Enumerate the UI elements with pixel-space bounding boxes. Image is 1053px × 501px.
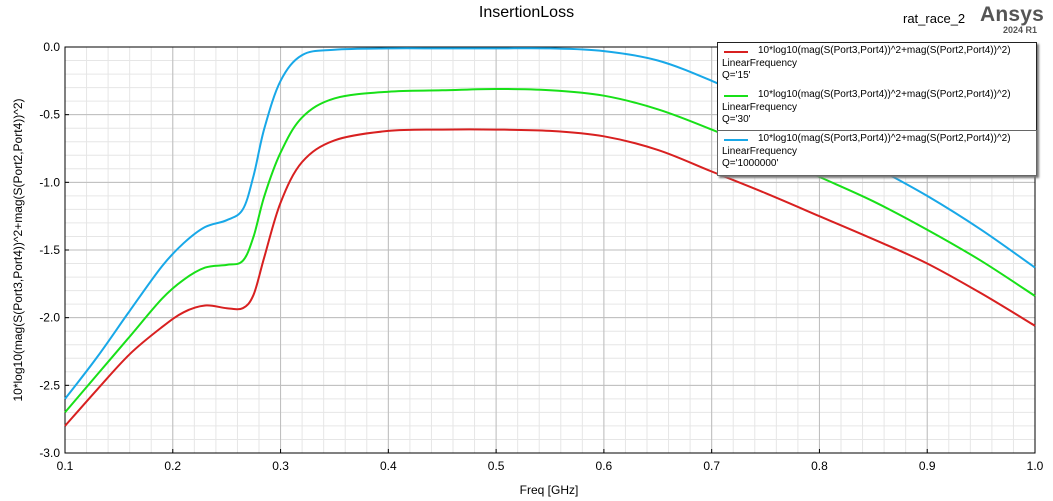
x-tick-label: 0.1: [57, 459, 74, 473]
x-axis-label: Freq [GHz]: [520, 483, 579, 497]
project-name: rat_race_2: [903, 11, 966, 26]
y-tick-label: -1.5: [39, 243, 60, 257]
legend-sweep: LinearFrequency: [722, 58, 798, 69]
legend-entry-q30[interactable]: 10*log10(mag(S(Port3,Port4))^2+mag(S(Por…: [718, 87, 1036, 131]
x-tick-label: 0.2: [164, 459, 181, 473]
legend-swatch: [724, 95, 748, 97]
legend-expression: 10*log10(mag(S(Port3,Port4))^2+mag(S(Por…: [758, 89, 1011, 100]
legend-variation: Q='30': [722, 114, 751, 125]
x-tick-label: 1.0: [1027, 459, 1044, 473]
tick-labels: 0.1 0.2 0.3 0.4 0.5 0.6 0.7 0.8 0.9 1.0 0.0 -0.5 -1.…: [39, 40, 1043, 473]
y-tick-label: -1.0: [39, 175, 60, 189]
y-tick-label: -2.5: [39, 378, 60, 392]
y-axis-label: 10*log10(mag(S(Port3,Port4))^2+mag(S(Por…: [11, 98, 25, 401]
legend-expression: 10*log10(mag(S(Port3,Port4))^2+mag(S(Por…: [758, 45, 1011, 56]
legend-variation: Q='1000000': [722, 158, 779, 169]
ansys-logo: Ansys: [980, 3, 1045, 26]
legend-entry-q1000000[interactable]: 10*log10(mag(S(Port3,Port4))^2+mag(S(Por…: [717, 130, 1037, 176]
chart-title: InsertionLoss: [478, 4, 575, 21]
legend-expression: 10*log10(mag(S(Port3,Port4))^2+mag(S(Por…: [758, 133, 1011, 144]
y-tick-label: 0.0: [43, 40, 60, 54]
version-label: 2024 R1: [1003, 25, 1038, 35]
legend-sweep: LinearFrequency: [722, 102, 798, 113]
series-line-q15: [64, 128, 1036, 427]
legend-variation: Q='15': [722, 70, 751, 81]
x-tick-label: 0.3: [272, 459, 289, 473]
legend[interactable]: 10*log10(mag(S(Port3,Port4))^2+mag(S(Por…: [717, 42, 1037, 176]
legend-swatch: [724, 139, 748, 141]
x-tick-label: 0.4: [380, 459, 397, 473]
legend-sweep: LinearFrequency: [722, 146, 798, 157]
x-tick-label: 0.9: [919, 459, 936, 473]
y-tick-label: -3.0: [39, 446, 60, 460]
x-tick-label: 0.6: [596, 459, 613, 473]
legend-entry-q15[interactable]: 10*log10(mag(S(Port3,Port4))^2+mag(S(Por…: [718, 43, 1036, 87]
x-tick-label: 0.7: [703, 459, 720, 473]
y-tick-label: -2.0: [39, 311, 60, 325]
x-tick-label: 0.5: [488, 459, 505, 473]
x-tick-label: 0.8: [811, 459, 828, 473]
y-tick-label: -0.5: [39, 108, 60, 122]
series-line-q30: [64, 88, 1036, 414]
legend-swatch: [724, 51, 748, 53]
